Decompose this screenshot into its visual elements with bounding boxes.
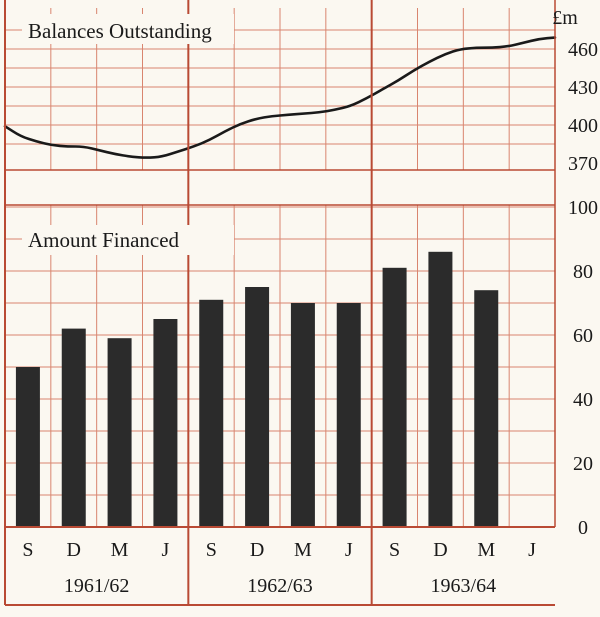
amount-tick-100: 100 <box>568 197 598 219</box>
category-label-2: M <box>111 539 129 561</box>
label-layer: Balances Outstanding Amount Financed £m … <box>22 7 598 597</box>
year-label-2: 1963/64 <box>431 575 497 597</box>
category-label-4: S <box>206 539 217 561</box>
bar-d-5 <box>245 287 270 527</box>
category-label-9: D <box>433 539 447 561</box>
line-layer <box>3 36 557 159</box>
bar-s-4 <box>199 299 224 527</box>
amount-title-backdrop <box>22 225 234 255</box>
amount-tick-80: 80 <box>573 261 593 283</box>
category-label-5: D <box>250 539 264 561</box>
category-label-6: M <box>294 539 312 561</box>
amount-financed-title: Amount Financed <box>28 228 180 252</box>
bar-d-1 <box>61 328 86 527</box>
balance-tick-400: 400 <box>568 115 598 137</box>
category-label-0: S <box>22 539 33 561</box>
bar-d-9 <box>428 251 453 528</box>
balances-outstanding-title: Balances Outstanding <box>28 19 212 43</box>
category-label-7: J <box>345 539 353 561</box>
balances-outstanding-line <box>3 36 557 159</box>
bar-s-0 <box>15 367 40 527</box>
amount-tick-20: 20 <box>573 453 593 475</box>
category-label-1: D <box>67 539 81 561</box>
bar-m-6 <box>290 303 315 527</box>
bar-m-2 <box>107 338 132 527</box>
frame-layer <box>4 0 556 606</box>
unit-label: £m <box>552 7 578 29</box>
amount-tick-0: 0 <box>578 517 588 539</box>
category-label-3: J <box>162 539 170 561</box>
amount-tick-60: 60 <box>573 325 593 347</box>
year-label-0: 1961/62 <box>64 575 130 597</box>
bar-j-7 <box>336 303 361 527</box>
category-label-8: S <box>389 539 400 561</box>
bars-layer <box>15 251 499 528</box>
category-label-10: M <box>477 539 495 561</box>
bar-j-3 <box>153 319 178 527</box>
grid-layer <box>5 8 555 527</box>
balance-tick-370: 370 <box>568 153 598 175</box>
bar-m-10 <box>474 290 499 527</box>
balance-tick-430: 430 <box>568 77 598 99</box>
balances-title-backdrop <box>22 14 234 44</box>
balance-tick-460: 460 <box>568 39 598 61</box>
amount-tick-40: 40 <box>573 389 593 411</box>
category-label-11: J <box>528 539 536 561</box>
bar-s-8 <box>382 267 407 527</box>
year-label-1: 1962/63 <box>247 575 313 597</box>
